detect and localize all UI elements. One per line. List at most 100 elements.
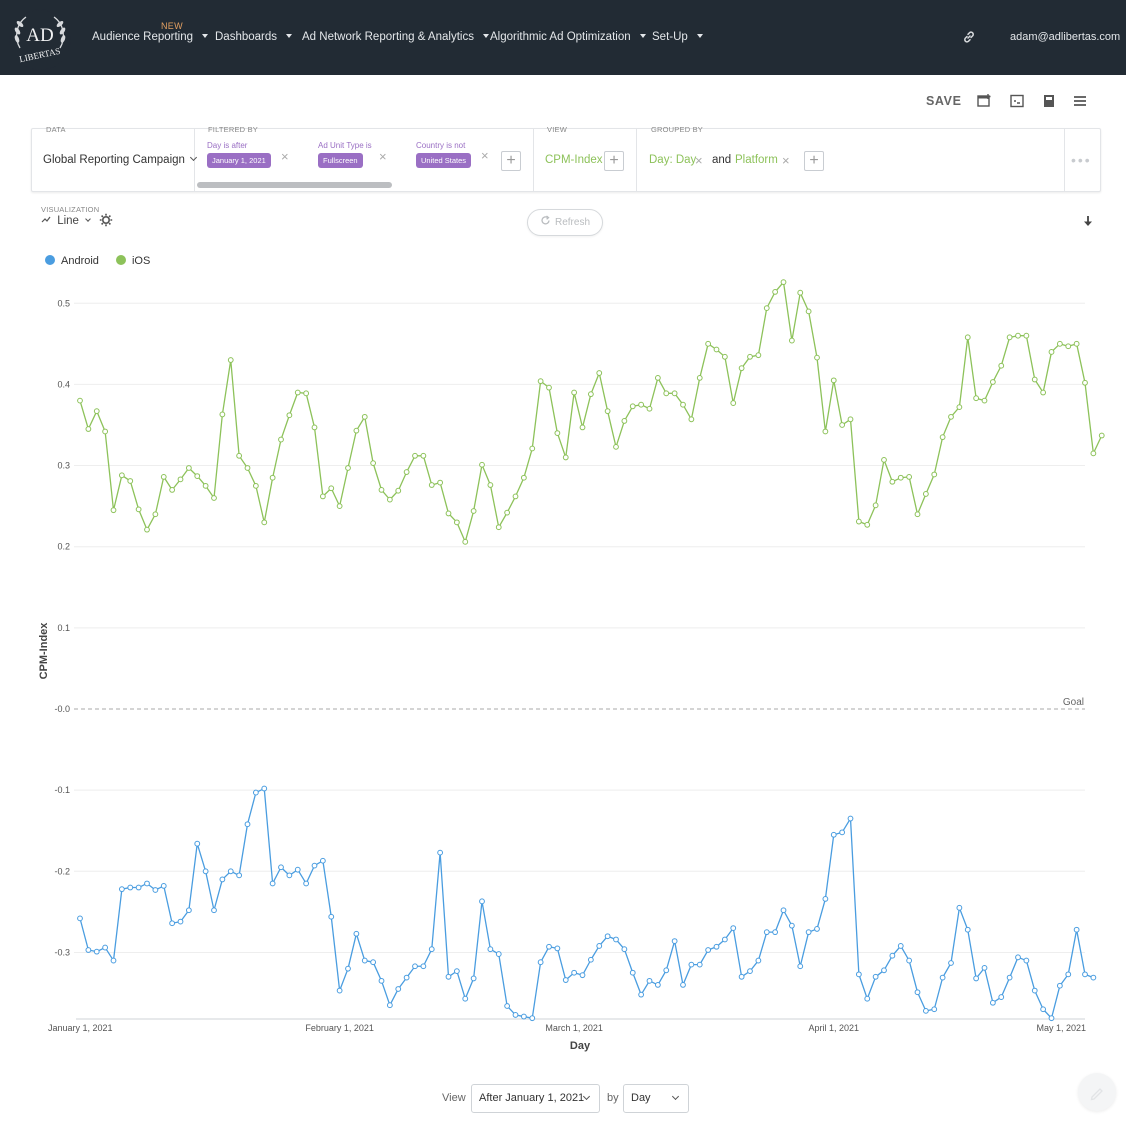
data-point-ios bbox=[1090, 450, 1097, 457]
data-point-android bbox=[336, 987, 343, 994]
grouped-by-label: GROUPED BY bbox=[651, 125, 704, 134]
filter-value-pill[interactable]: January 1, 2021 bbox=[207, 153, 271, 168]
data-point-android bbox=[688, 961, 695, 968]
embed-icon[interactable] bbox=[1009, 93, 1025, 109]
legend-item-ios[interactable]: iOS bbox=[115, 255, 150, 267]
data-point-android bbox=[546, 943, 552, 950]
user-menu[interactable]: adam@adlibertas.com bbox=[1010, 31, 1121, 43]
add-group-button[interactable]: + bbox=[804, 151, 824, 171]
adlibertas-logo[interactable]: AD LIBERTAS bbox=[8, 8, 72, 72]
data-point-ios bbox=[604, 408, 611, 415]
data-point-android bbox=[1015, 954, 1021, 961]
data-point-android bbox=[110, 957, 117, 964]
nav-ad-network-reporting[interactable]: Ad Network Reporting & Analytics bbox=[302, 31, 489, 43]
remove-group-icon[interactable]: × bbox=[782, 153, 790, 168]
data-point-ios bbox=[236, 452, 243, 459]
view-metric[interactable]: CPM-Index bbox=[545, 154, 603, 166]
filter-value-pill[interactable]: Fullscreen bbox=[318, 153, 363, 168]
data-point-ios bbox=[730, 400, 737, 406]
data-point-android bbox=[763, 929, 770, 936]
data-point-android bbox=[261, 785, 268, 792]
data-point-android bbox=[160, 883, 167, 889]
filter-value-pill[interactable]: United States bbox=[416, 153, 472, 168]
data-point-android bbox=[403, 974, 410, 981]
remove-filter-icon[interactable]: × bbox=[481, 148, 489, 163]
data-point-ios bbox=[303, 390, 310, 397]
data-point-android bbox=[721, 936, 728, 943]
data-point-ios bbox=[160, 474, 167, 480]
data-point-ios bbox=[386, 496, 393, 503]
granularity-select[interactable]: Day bbox=[623, 1084, 689, 1113]
data-point-android bbox=[345, 965, 351, 972]
data-point-android bbox=[361, 957, 368, 964]
refresh-button[interactable]: Refresh bbox=[527, 209, 603, 236]
data-point-android bbox=[747, 968, 753, 975]
more-options-icon[interactable]: ••• bbox=[1071, 152, 1092, 168]
nav-dashboards[interactable]: Dashboards bbox=[215, 31, 293, 43]
data-point-ios bbox=[1048, 349, 1055, 355]
data-point-android bbox=[437, 849, 444, 856]
data-point-ios bbox=[420, 452, 427, 459]
data-point-android bbox=[278, 864, 284, 871]
x-tick-label: April 1, 2021 bbox=[808, 1023, 859, 1033]
data-point-android bbox=[537, 959, 544, 966]
data-point-android bbox=[412, 963, 418, 970]
data-point-ios bbox=[453, 519, 460, 526]
floating-edit-button[interactable] bbox=[1078, 1073, 1116, 1111]
date-range-select[interactable]: After January 1, 2021 bbox=[471, 1084, 600, 1113]
data-point-ios bbox=[319, 493, 326, 500]
data-point-ios bbox=[964, 334, 971, 341]
visualization-type-select[interactable]: Line bbox=[41, 215, 91, 227]
data-point-android bbox=[638, 991, 645, 998]
remove-group-icon[interactable]: × bbox=[695, 153, 703, 168]
data-point-android bbox=[328, 913, 335, 920]
data-point-android bbox=[654, 982, 661, 988]
data-point-ios bbox=[512, 493, 519, 500]
data-point-ios bbox=[973, 395, 980, 402]
data-source-select[interactable]: Global Reporting Campaign bbox=[43, 153, 197, 166]
menu-icon[interactable] bbox=[1072, 93, 1088, 109]
data-point-ios bbox=[529, 445, 536, 452]
legend-item-android[interactable]: Android bbox=[45, 255, 99, 267]
link-icon[interactable] bbox=[962, 30, 976, 44]
add-dashboard-icon[interactable] bbox=[976, 93, 992, 109]
nav-algorithmic-ad-optimization[interactable]: Algorithmic Ad Optimization bbox=[490, 31, 646, 43]
group-platform[interactable]: Platform bbox=[735, 154, 778, 166]
data-point-ios bbox=[780, 279, 787, 286]
data-point-ios bbox=[696, 375, 703, 381]
data-point-android bbox=[395, 986, 402, 992]
data-point-ios bbox=[864, 521, 871, 528]
data-point-ios bbox=[663, 390, 670, 397]
download-icon[interactable] bbox=[1082, 215, 1094, 229]
data-point-android bbox=[177, 918, 184, 925]
data-point-ios bbox=[638, 401, 645, 408]
data-point-ios bbox=[294, 389, 301, 396]
remove-filter-icon[interactable]: × bbox=[379, 149, 387, 164]
caret-down-icon bbox=[482, 34, 489, 38]
data-point-android bbox=[814, 926, 820, 932]
gear-icon[interactable] bbox=[99, 213, 113, 227]
series-line-ios bbox=[79, 281, 1103, 543]
data-point-android bbox=[554, 945, 561, 952]
data-point-android bbox=[780, 907, 787, 914]
data-point-android bbox=[445, 973, 452, 980]
add-metric-button[interactable]: + bbox=[604, 151, 624, 171]
filter-scrollbar[interactable] bbox=[197, 182, 392, 188]
add-filter-button[interactable]: + bbox=[501, 151, 521, 171]
data-point-android bbox=[772, 929, 779, 936]
filter-section: FILTERED BY Day is after January 1, 2021… bbox=[195, 125, 534, 191]
data-point-android bbox=[562, 977, 569, 983]
save-button[interactable]: SAVE bbox=[926, 94, 962, 108]
copy-report-icon[interactable] bbox=[1041, 93, 1057, 109]
group-day[interactable]: Day: Day bbox=[649, 154, 697, 166]
x-axis-title: Day bbox=[570, 1040, 591, 1052]
data-point-ios bbox=[85, 426, 92, 432]
nav-audience-reporting[interactable]: Audience Reporting bbox=[92, 31, 209, 43]
data-point-ios bbox=[1082, 379, 1088, 386]
data-point-android bbox=[579, 972, 586, 979]
data-point-android bbox=[1040, 1006, 1047, 1013]
remove-filter-icon[interactable]: × bbox=[281, 149, 289, 164]
data-point-ios bbox=[654, 375, 661, 381]
nav-set-up[interactable]: Set-Up bbox=[652, 31, 703, 43]
data-point-android bbox=[680, 982, 686, 988]
